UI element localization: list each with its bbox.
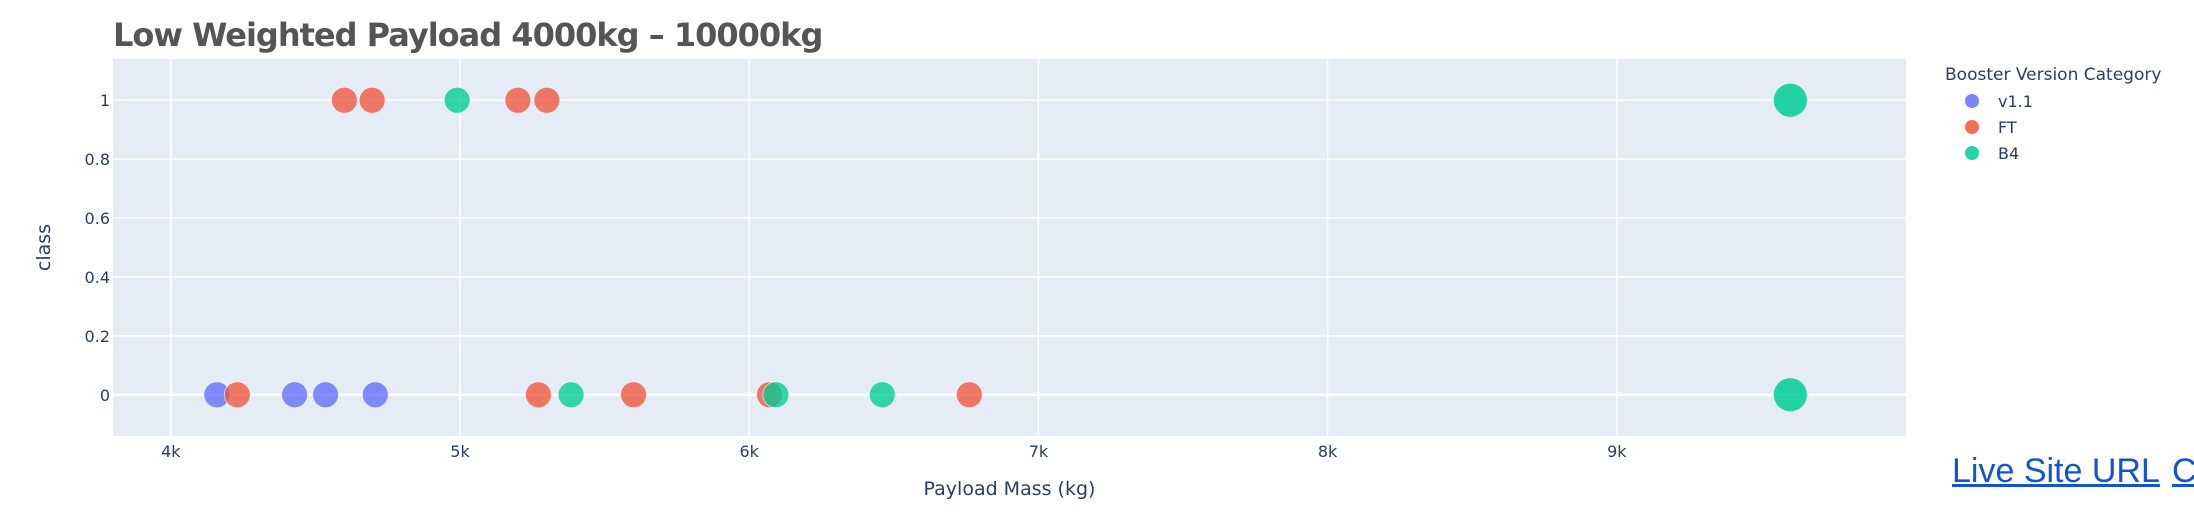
- legend-label: FT: [1998, 118, 2017, 137]
- legend-label: v1.1: [1998, 92, 2033, 111]
- second-link[interactable]: C: [2172, 452, 2194, 490]
- x-tick-label: 8k: [1318, 442, 1338, 461]
- live-site-link[interactable]: Live Site URL: [1952, 452, 2160, 490]
- data-point-ft[interactable]: [620, 381, 648, 409]
- y-tick-label: 0.4: [85, 268, 110, 287]
- x-axis-label: Payload Mass (kg): [924, 478, 1096, 500]
- x-tick-label: 4k: [161, 442, 181, 461]
- data-point-ft[interactable]: [955, 381, 983, 409]
- data-point-v1-1[interactable]: [281, 381, 309, 409]
- x-tick-label: 9k: [1607, 442, 1627, 461]
- y-tick-label: 0.6: [85, 209, 110, 228]
- data-point-v1-1[interactable]: [312, 381, 340, 409]
- data-point-ft[interactable]: [533, 86, 561, 114]
- y-tick-label: 0.8: [85, 150, 110, 169]
- data-point-ft[interactable]: [504, 86, 532, 114]
- data-point-ft[interactable]: [223, 381, 251, 409]
- data-point-b4[interactable]: [1772, 82, 1808, 118]
- x-tick-label: 5k: [450, 442, 470, 461]
- legend-marker: [1965, 120, 1979, 134]
- legend-label: B4: [1998, 144, 2019, 163]
- y-tick-label: 1: [100, 91, 110, 110]
- legend-marker: [1965, 94, 1979, 108]
- legend-title: Booster Version Category: [1945, 65, 2161, 85]
- data-point-b4[interactable]: [443, 86, 471, 114]
- data-point-b4[interactable]: [762, 381, 790, 409]
- y-tick-label: 0: [100, 386, 110, 405]
- data-point-b4[interactable]: [557, 381, 585, 409]
- x-axis-ticks: 4k 5k 6k 7k 8k 9k: [161, 442, 1627, 461]
- legend-marker: [1965, 146, 1979, 160]
- data-points: [203, 82, 1808, 413]
- y-axis-ticks: 0 0.2 0.4 0.6 0.8 1: [85, 91, 110, 405]
- data-point-ft[interactable]: [330, 86, 358, 114]
- x-tick-label: 6k: [739, 442, 759, 461]
- x-tick-label: 7k: [1029, 442, 1049, 461]
- data-point-b4[interactable]: [1772, 377, 1808, 413]
- y-axis-label: class: [33, 224, 55, 271]
- chart-title: Low Weighted Payload 4000kg – 10000kg: [113, 16, 823, 54]
- data-point-ft[interactable]: [524, 381, 552, 409]
- data-point-b4[interactable]: [868, 381, 896, 409]
- grid-lines: [113, 59, 1906, 436]
- plot-area: [113, 59, 1906, 436]
- y-tick-label: 0.2: [85, 327, 110, 346]
- data-point-ft[interactable]: [358, 86, 386, 114]
- data-point-v1-1[interactable]: [361, 381, 389, 409]
- legend: Booster Version Category v1.1 FT B4: [1945, 65, 2161, 163]
